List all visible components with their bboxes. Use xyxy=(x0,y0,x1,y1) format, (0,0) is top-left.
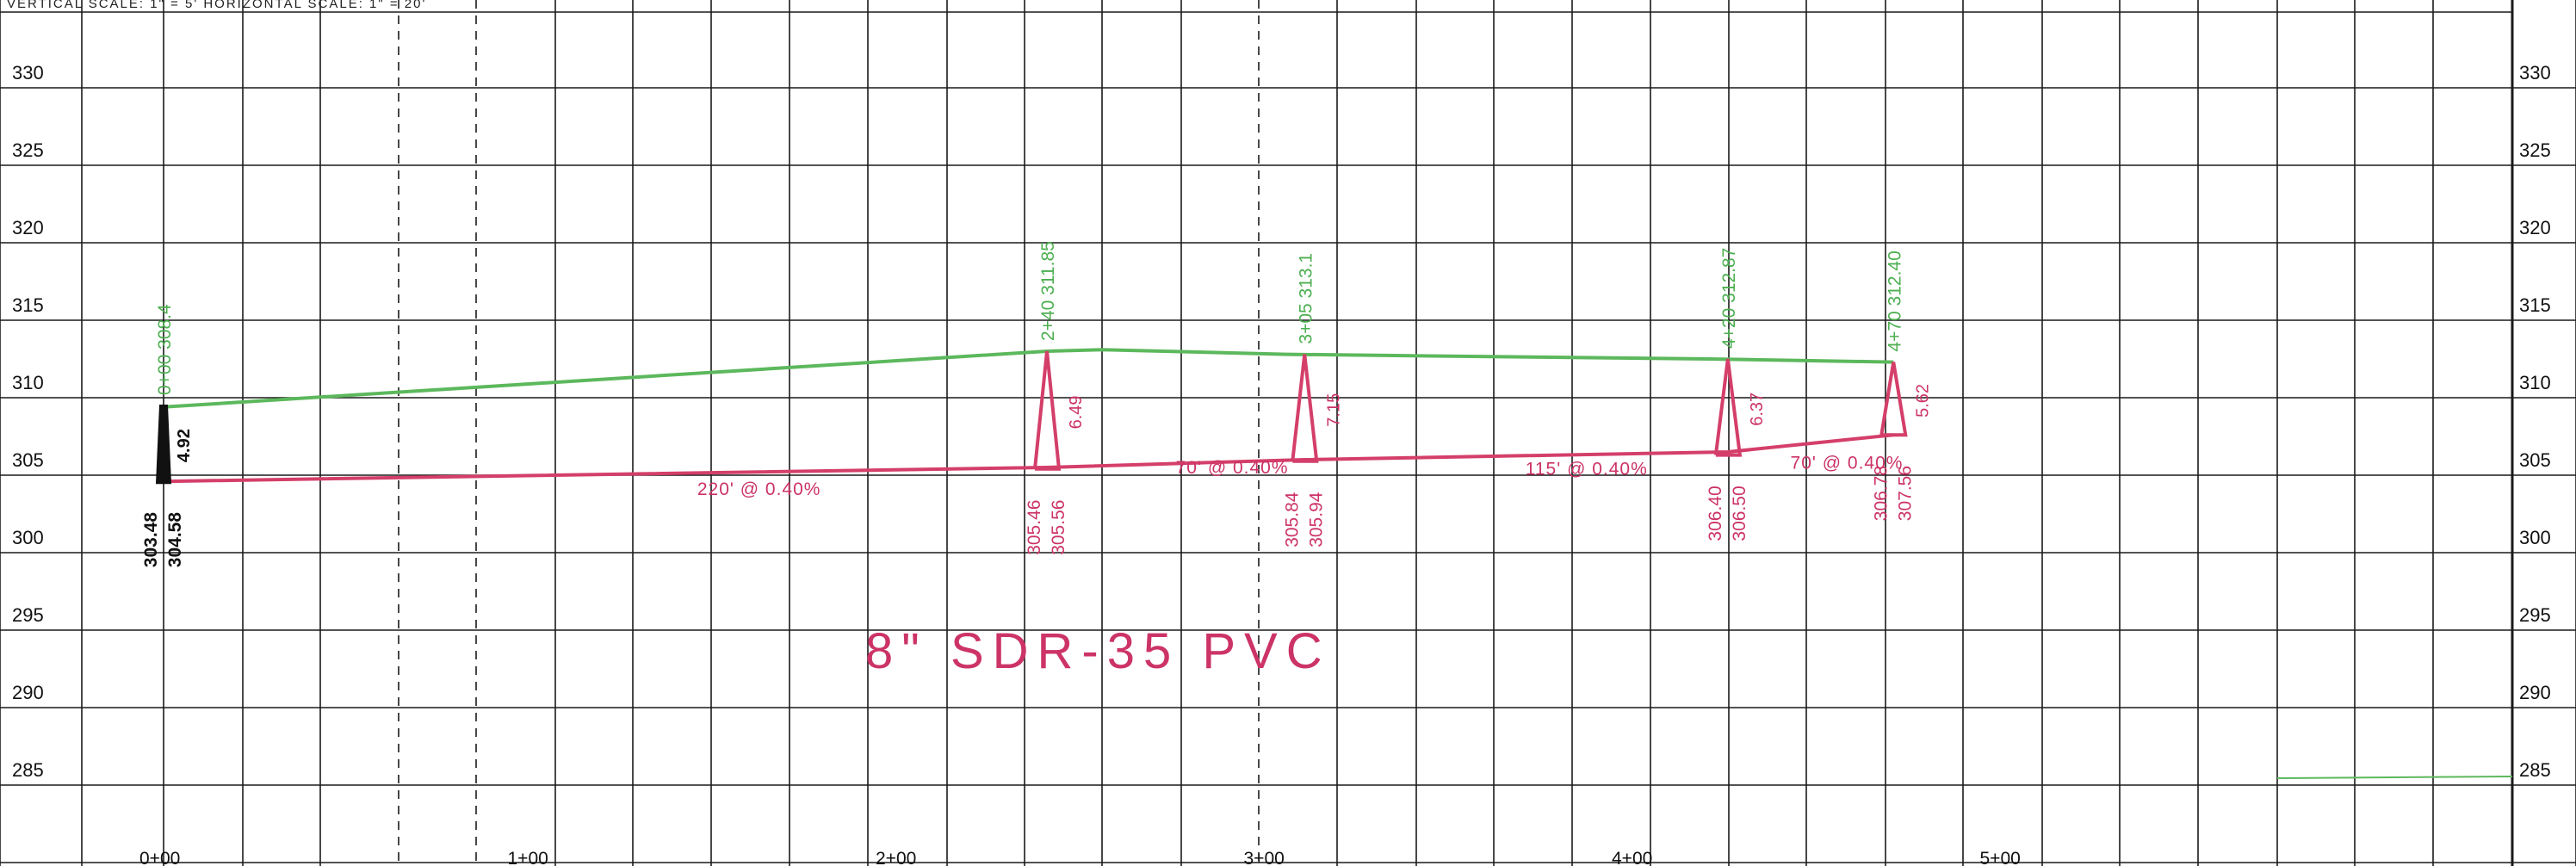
manhole-structure xyxy=(1879,362,1908,437)
elevation-tick-label-left: 330 xyxy=(12,62,44,84)
pipe-segment-slope-label: 70' @ 0.40% xyxy=(1176,458,1289,478)
manhole-structure xyxy=(1033,350,1062,471)
elevation-tick-label-right: 320 xyxy=(2519,217,2551,238)
elevation-tick-label-left: 300 xyxy=(12,527,44,548)
elevation-tick-label-left: 305 xyxy=(12,449,44,471)
elevation-tick-label-right: 300 xyxy=(2519,527,2551,548)
elevation-tick-label-left: 315 xyxy=(12,294,44,316)
annotations: 220' @ 0.40% 70' @ 0.40% 115' @ 0.40% 70' @… xyxy=(697,453,1904,499)
station-tick-label: 3+00 xyxy=(1244,849,1285,866)
elevation-tick-label-right: 325 xyxy=(2519,139,2551,161)
structure-station-rim-label: 2+40 311.85 xyxy=(1038,241,1058,341)
structure-depth-label: 5.62 xyxy=(1913,384,1932,418)
elevation-tick-label-left: 320 xyxy=(12,217,44,238)
ground-extension-line xyxy=(2276,776,2513,779)
structure-invert-label: 307.56 xyxy=(1895,466,1915,521)
manhole-structure xyxy=(1713,358,1743,457)
elevation-tick-label-right: 310 xyxy=(2519,372,2551,393)
structure-invert-label: 306.78 xyxy=(1871,466,1891,521)
elevation-tick-label-right: 305 xyxy=(2519,449,2551,471)
elevation-tick-label-left: 325 xyxy=(12,139,44,161)
elevation-tick-label-right: 285 xyxy=(2519,759,2551,781)
manhole-structures: 0+00 308.4 4.92 303.48 304.58 2+40 311.85 6.4… xyxy=(141,241,1932,567)
elevation-tick-label-left: 295 xyxy=(12,604,44,626)
structure-depth-label: 6.49 xyxy=(1067,395,1086,429)
structure-invert-label: 304.58 xyxy=(165,512,185,568)
structure-start-wall xyxy=(155,405,172,485)
structure-invert-label: 305.84 xyxy=(1282,492,1302,547)
structure-depth-label: 6.37 xyxy=(1748,393,1767,426)
scale-note: VERTICAL SCALE: 1" = 5' HORIZONTAL SCALE… xyxy=(7,0,426,11)
structure-depth-label: 7.15 xyxy=(1324,393,1343,427)
pipe-segment-slope-label: 220' @ 0.40% xyxy=(697,479,821,499)
structure-station-rim-label: 0+00 308.4 xyxy=(155,304,175,395)
station-tick-label: 0+00 xyxy=(139,849,180,866)
structure-station-rim-label: 3+05 313.1 xyxy=(1296,253,1316,344)
station-tick-label: 4+00 xyxy=(1612,849,1652,866)
structure-station-rim-label: 4+70 312.40 xyxy=(1885,251,1904,351)
elevation-tick-label-right: 295 xyxy=(2519,604,2551,626)
station-tick-label: 1+00 xyxy=(508,849,548,866)
structure-invert-label: 306.40 xyxy=(1706,486,1725,541)
manhole-structure xyxy=(1291,354,1319,463)
elevation-tick-label-left: 285 xyxy=(12,759,44,781)
elevation-tick-label-right: 315 xyxy=(2519,294,2551,316)
pipe-material-label: 8" SDR-35 PVC xyxy=(865,623,1331,679)
structure-invert-label: 303.48 xyxy=(141,512,161,568)
elevation-tick-label-left: 310 xyxy=(12,372,44,393)
existing-ground-line xyxy=(163,348,1894,409)
structure-invert-label: 305.56 xyxy=(1049,500,1068,555)
structure-invert-label: 305.94 xyxy=(1306,492,1326,547)
pipe-segment-slope-label: 70' @ 0.40% xyxy=(1791,453,1904,473)
elevation-tick-label-right: 330 xyxy=(2519,62,2551,84)
structure-invert-label: 305.46 xyxy=(1025,500,1044,555)
elevation-tick-label-left: 290 xyxy=(12,682,44,703)
elevation-tick-label-right: 290 xyxy=(2519,682,2551,703)
structure-station-rim-label: 4+20 312.87 xyxy=(1719,248,1739,349)
station-tick-label: 2+00 xyxy=(876,849,916,866)
structure-invert-label: 306.50 xyxy=(1730,486,1749,541)
axis-tick-labels: 330 330 325 325 320 320 315 315 310 310 305 305 300 3… xyxy=(12,62,2551,866)
pipe-segment-slope-label: 115' @ 0.40% xyxy=(1526,460,1648,479)
station-tick-label: 5+00 xyxy=(1980,849,2021,866)
structure-depth-label: 4.92 xyxy=(175,429,194,462)
